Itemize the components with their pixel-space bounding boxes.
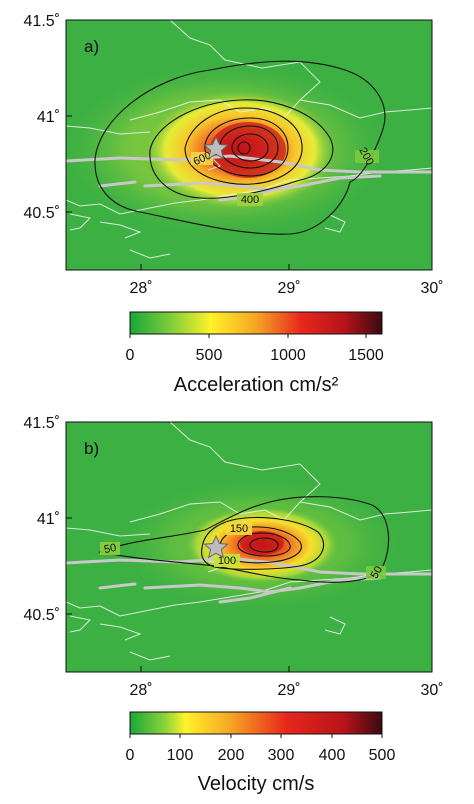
lon-tick-label: 28˚ bbox=[129, 280, 152, 297]
contour-label: 150 bbox=[230, 523, 248, 535]
intensity-core bbox=[240, 531, 284, 555]
colorbar-tick-label: 300 bbox=[268, 747, 295, 764]
colorbar-tick-label: 100 bbox=[167, 747, 194, 764]
lat-tick-label: 41˚ bbox=[37, 511, 60, 528]
lat-tick-label: 41.5˚ bbox=[24, 13, 60, 30]
lon-tick-label: 30˚ bbox=[420, 682, 443, 699]
panel-label: a) bbox=[84, 37, 99, 56]
lon-tick-label: 29˚ bbox=[277, 682, 300, 699]
lat-tick-label: 40.5˚ bbox=[24, 607, 60, 624]
contour-label: 50 bbox=[103, 542, 117, 556]
panel-a-map: 600 400 200 a) bbox=[66, 20, 432, 270]
colorbar-tick-label: 500 bbox=[369, 747, 396, 764]
colorbar-acceleration: 0 500 1000 1500 Acceleration cm/s² bbox=[126, 311, 384, 396]
colorbar-tick-label: 500 bbox=[196, 347, 223, 364]
contour-label-bg bbox=[366, 566, 386, 579]
lon-axis: 28˚ 29˚ 30˚ bbox=[129, 264, 444, 297]
lat-axis: 41.5˚ 41˚ 40.5˚ bbox=[24, 415, 72, 624]
contour-label-bg bbox=[355, 150, 379, 163]
colorbar-velocity: 0 100 200 300 400 500 Velocity cm/s bbox=[126, 711, 396, 795]
contour-label-bg bbox=[100, 542, 120, 555]
panel-b: 150 100 50 50 b) 41.5˚ 41˚ 40.5˚ bbox=[24, 415, 444, 795]
colorbar-gradient bbox=[129, 311, 383, 335]
lon-tick-label: 28˚ bbox=[129, 682, 152, 699]
lon-tick-label: 30˚ bbox=[420, 280, 443, 297]
colorbar-title: Acceleration cm/s² bbox=[174, 374, 339, 396]
colorbar-tick-label: 0 bbox=[126, 347, 135, 364]
fault-lines bbox=[66, 556, 432, 604]
lat-tick-label: 41.5˚ bbox=[24, 415, 60, 432]
contour-label-bg bbox=[226, 522, 252, 535]
contour-label-bg bbox=[237, 193, 263, 206]
contour-labels: 150 100 50 50 bbox=[100, 522, 386, 581]
contour-label-bg bbox=[191, 152, 213, 165]
lat-tick-label: 41˚ bbox=[37, 109, 60, 126]
colorbar-title: Velocity cm/s bbox=[198, 773, 315, 795]
contour-label-bg bbox=[214, 554, 240, 567]
star-icon bbox=[203, 135, 229, 160]
star-icon bbox=[203, 534, 229, 559]
map-frame bbox=[65, 19, 433, 271]
contour-label: 100 bbox=[218, 555, 236, 567]
panel-a: 600 400 200 a) 41.5˚ 41˚ 40.5˚ 28˚ bbox=[24, 13, 444, 396]
colorbar-tick-label: 400 bbox=[319, 747, 346, 764]
contour-labels: 600 400 200 bbox=[191, 146, 379, 206]
lat-tick-label: 40.5˚ bbox=[24, 205, 60, 222]
colorbar-tick-label: 1500 bbox=[348, 347, 384, 364]
panel-label: b) bbox=[84, 439, 99, 458]
contour-label: 400 bbox=[241, 194, 259, 206]
contour-label: 50 bbox=[369, 564, 386, 581]
colorbar-tick-label: 200 bbox=[218, 747, 245, 764]
lat-axis: 41.5˚ 41˚ 40.5˚ bbox=[24, 13, 72, 222]
lon-tick-label: 29˚ bbox=[277, 280, 300, 297]
colorbar-tick-label: 1000 bbox=[270, 347, 306, 364]
panel-b-map: 150 100 50 50 b) bbox=[66, 422, 432, 672]
map-frame bbox=[65, 421, 433, 673]
lon-axis: 28˚ 29˚ 30˚ bbox=[129, 666, 444, 699]
colorbar-tick-label: 0 bbox=[126, 747, 135, 764]
colorbar-gradient bbox=[129, 711, 383, 735]
